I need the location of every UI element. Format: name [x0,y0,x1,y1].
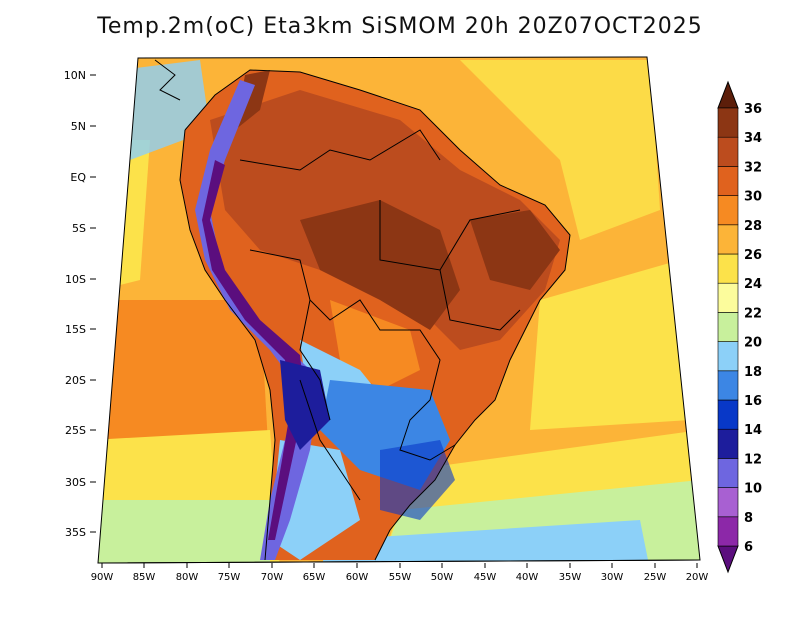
lon-label: 80W [176,572,199,583]
colorbar-label: 18 [744,365,762,380]
colorbar-label: 6 [744,540,753,555]
lon-label: 20W [686,572,709,583]
lon-label: 60W [346,572,369,583]
lat-label: 25S [65,424,86,437]
lat-label: 10S [65,273,86,286]
land-uruguay-cold [380,440,455,520]
colorbar-swatch [717,399,739,430]
colorbar-swatch [717,107,739,138]
colorbar-swatch [717,282,739,313]
colorbar-swatch [717,487,739,518]
lon-label: 75W [218,572,241,583]
ocean-atlantic-mid [530,260,690,430]
lon-label: 55W [389,572,412,583]
colorbar-swatch [717,136,739,167]
lat-label: 5S [72,222,86,235]
lat-axis: 10N 5N EQ 5S 10S 15S 20S 25S 30S 35S [64,69,96,539]
lon-axis: 90W 85W 80W 75W 70W 65W 60W 55W 50W 45W … [91,559,709,583]
colorbar-swatch [717,370,739,401]
lat-label: 30S [65,476,86,489]
temperature-field [98,57,700,563]
colorbar-label: 10 [744,482,762,497]
map-title: Temp.2m(oC) Eta3km SiSMOM 20h 20Z07OCT20… [97,14,703,39]
ocean-south-pacific-cool [98,500,270,563]
lat-label: EQ [70,171,86,184]
colorbar: 6 8 10 12 14 16 18 20 22 24 26 28 30 32 34 36 [717,80,762,574]
colorbar-label: 30 [744,190,762,205]
colorbar-swatch [717,341,739,372]
colorbar-swatch [717,516,739,547]
colorbar-swatch [717,195,739,226]
colorbar-swatch [717,253,739,284]
colorbar-label: 22 [744,306,762,321]
lat-label: 35S [65,526,86,539]
colorbar-swatch [717,166,739,196]
ocean-south-atlantic-cold [320,520,650,563]
colorbar-label: 32 [744,160,762,175]
colorbar-label: 20 [744,336,762,351]
lon-label: 70W [261,572,284,583]
colorbar-label: 14 [744,423,762,438]
land-hotspot-northeast [470,210,560,290]
andes-altiplano [280,360,330,450]
land-hotspot-central [300,200,460,330]
lon-label: 35W [559,572,582,583]
lon-label: 90W [91,572,114,583]
lon-label: 30W [601,572,624,583]
lon-label: 45W [474,572,497,583]
colorbar-label: 12 [744,452,762,467]
colorbar-label: 28 [744,219,762,234]
lat-label: 10N [64,69,86,82]
colorbar-swatch [717,312,739,342]
lat-label: 20S [65,374,86,387]
colorbar-label: 34 [744,131,762,146]
lat-label: 5N [71,120,86,133]
lon-label: 25W [644,572,667,583]
ocean-atlantic-equatorial [460,60,660,240]
lat-label: 15S [65,323,86,336]
lon-label: 40W [516,572,539,583]
andes-colder [202,160,305,540]
colorbar-swatch [717,458,739,488]
colorbar-label: 36 [744,102,762,117]
country-borders [154,59,571,561]
colorbar-label: 26 [744,248,762,263]
lon-label: 50W [431,572,454,583]
lon-label: 85W [133,572,156,583]
colorbar-label: 24 [744,277,762,292]
colorbar-label: 16 [744,394,762,409]
colorbar-swatch [717,428,739,459]
colorbar-min-triangle [717,545,739,574]
colorbar-max-triangle [717,80,739,109]
lon-label: 65W [303,572,326,583]
colorbar-label: 8 [744,511,753,526]
colorbar-swatch [717,224,739,255]
